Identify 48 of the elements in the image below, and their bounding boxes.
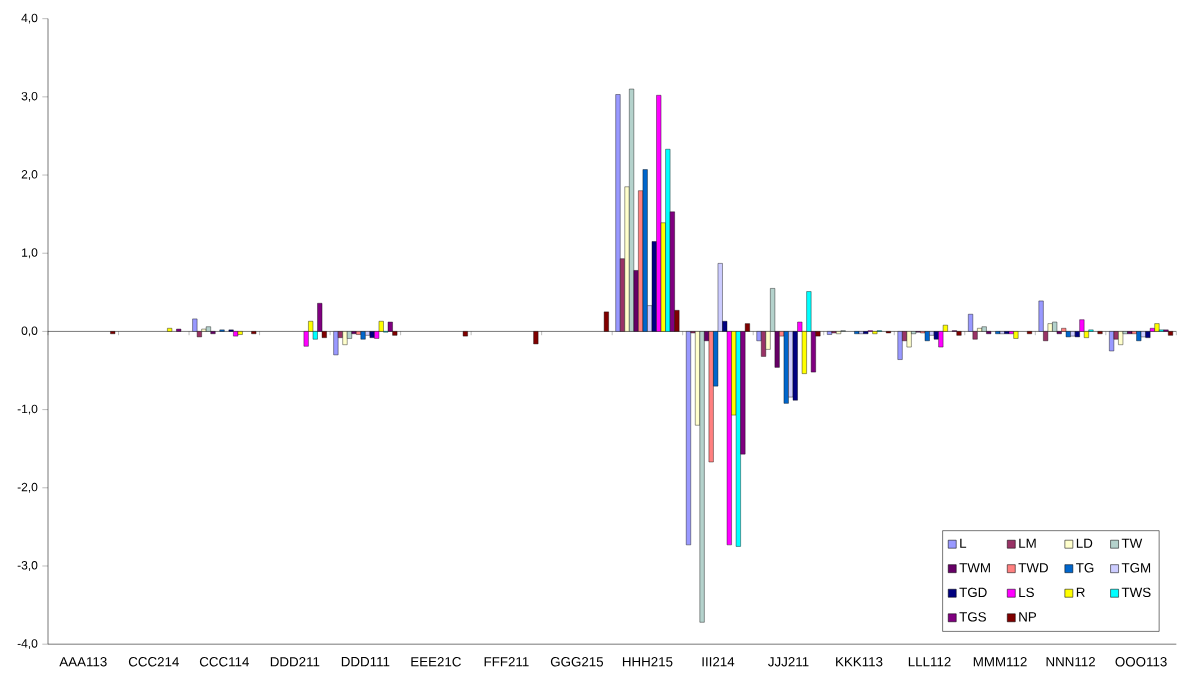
legend-label: LS [1019,587,1034,598]
legend-label: TG [1076,563,1094,573]
bar [642,169,648,332]
legend-label: LD [1076,538,1093,549]
legend-label: TGS [959,612,986,622]
x-tick-label: KKK113 [836,657,883,667]
legend-label: TGM [1121,563,1151,573]
x-tick-label: GGG215 [550,657,604,667]
y-tick-label: 2,0 [21,170,38,181]
y-tick-label: 0,0 [21,326,38,337]
legend-label: TGD [959,587,987,598]
x-tick-label: NNN112 [1046,657,1095,667]
bar [699,331,705,623]
bar [351,331,357,335]
bar [924,331,930,342]
x-tick-label: LLL112 [908,657,951,667]
legend-label: TWS [1121,587,1151,598]
y-tick-label: 4,0 [21,13,38,24]
x-tick-label: JJJ211 [768,657,809,667]
legend-label: TWD [1018,563,1048,573]
y-tick-label: -1,0 [17,404,38,415]
x-tick-label: III214 [702,657,735,667]
y-tick-label: -4,0 [17,639,38,650]
x-tick-label: EEE21C [411,657,461,667]
legend-label: LM [1019,538,1036,549]
bar [342,331,348,346]
x-tick-label: AAA113 [59,657,107,667]
legend-label: TW [1121,538,1143,549]
bar [783,331,789,404]
x-tick-label: CCC114 [199,657,249,667]
legend-label: NP [1019,612,1037,622]
x-tick-label: DDD111 [341,657,390,667]
x-tick-label: FFF211 [484,657,529,667]
bar [1065,331,1071,338]
x-tick-label: OOO113 [1115,657,1167,667]
x-tick-label: CCC214 [128,657,179,667]
legend-label: TWM [959,563,990,573]
x-tick-label: DDD211 [270,657,320,667]
y-tick-label: -2,0 [17,483,38,493]
y-tick-label: 1,0 [22,248,38,259]
x-tick-label: MMM112 [973,657,1027,667]
x-tick-label: HHH215 [622,657,673,667]
bar [999,331,1005,335]
legend-label: L [960,538,967,549]
legend-label: R [1076,587,1085,598]
bar [360,331,366,340]
y-tick-label: 3,0 [21,92,38,103]
y-tick-label: -3,0 [17,561,38,572]
